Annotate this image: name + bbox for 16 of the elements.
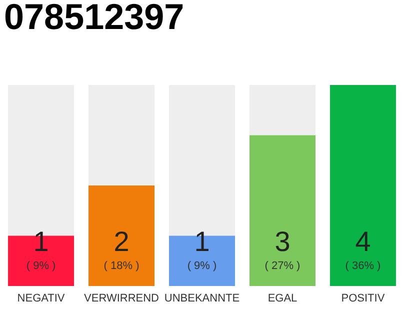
chart-title: 078512397 (4, 0, 184, 37)
annotation: ( 18% ) (104, 260, 140, 272)
x-tick-label: EGAL (268, 292, 298, 304)
x-tick-label: POSITIV (341, 292, 386, 304)
data-label: 1 (194, 226, 210, 257)
data-label: 1 (33, 226, 49, 257)
x-tick-label: VERWIRREND (84, 292, 160, 304)
data-label: 3 (274, 226, 290, 257)
annotation: ( 9% ) (26, 260, 56, 272)
annotation: ( 36% ) (345, 260, 381, 272)
x-tick-label: NEGATIV (17, 292, 66, 304)
annotation: ( 9% ) (187, 260, 217, 272)
data-label: 4 (355, 226, 371, 257)
annotation: ( 27% ) (264, 260, 300, 272)
data-label: 2 (114, 226, 130, 257)
x-tick-label: UNBEKANNTE (164, 292, 240, 304)
